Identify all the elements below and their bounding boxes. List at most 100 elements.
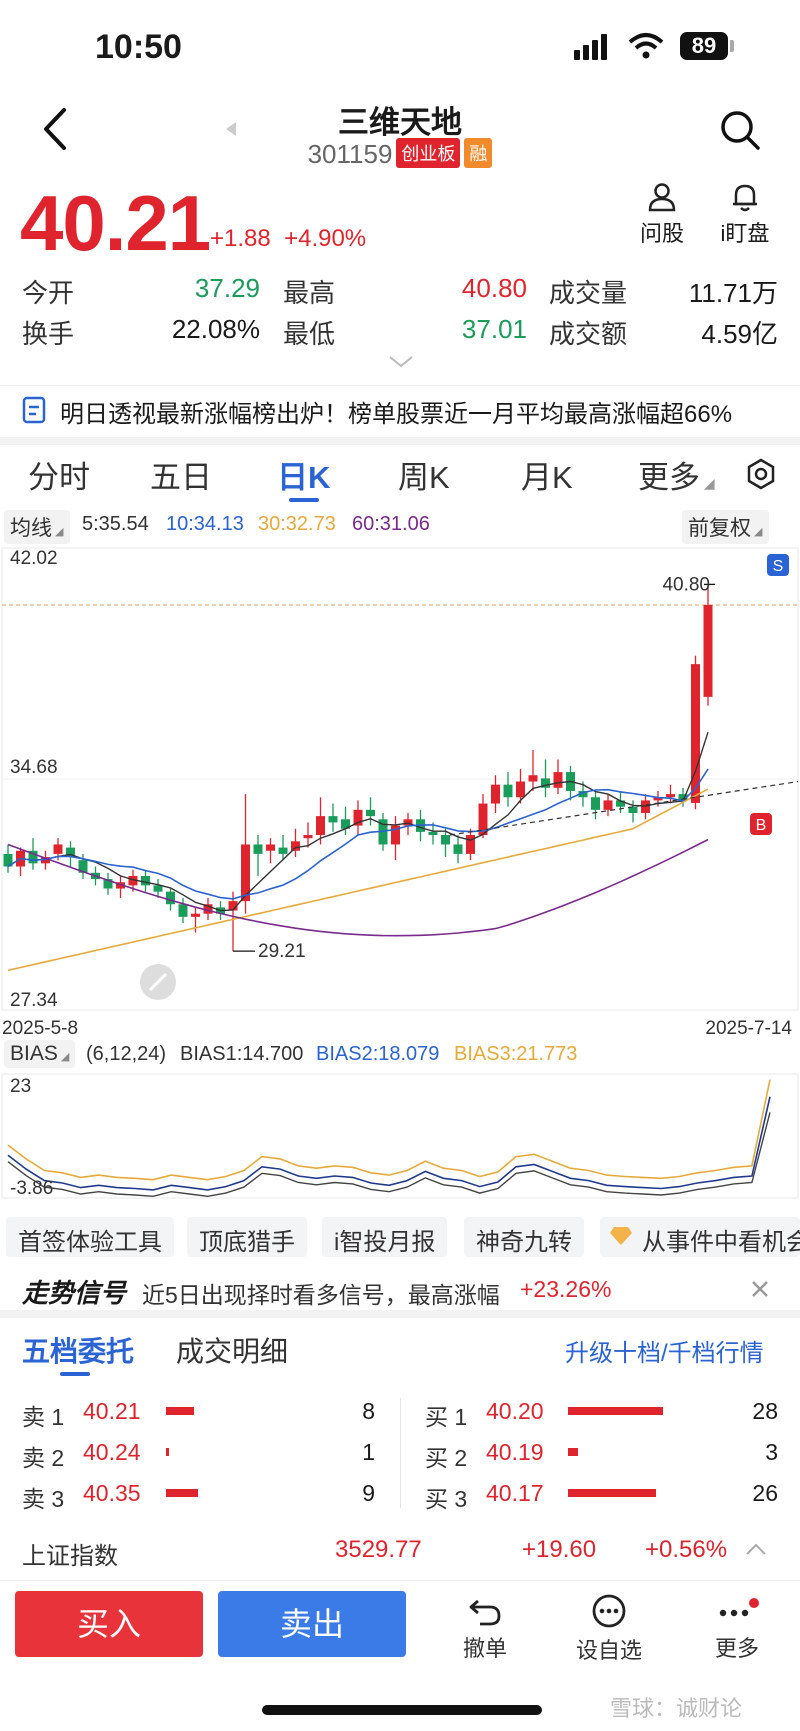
bid-price: 40.20 — [486, 1398, 544, 1424]
buy-signal-badge — [750, 812, 772, 835]
tab-five-day[interactable]: 五日 — [150, 460, 212, 495]
search-icon[interactable] — [718, 108, 762, 152]
ma5-line — [7, 731, 709, 912]
buy-signal-label: B — [756, 817, 767, 834]
tool-monthly-report[interactable]: i智投月报 — [322, 1217, 448, 1257]
tool-first-sign[interactable]: 首签体验工具 — [6, 1217, 174, 1257]
settings-gear-icon[interactable] — [745, 458, 777, 490]
chevron-down-icon[interactable] — [388, 355, 414, 369]
tool-top-bottom-hunter[interactable]: 顶底猎手 — [187, 1217, 307, 1257]
section-divider — [0, 1310, 800, 1318]
bias3-line — [7, 1079, 771, 1181]
more-button[interactable]: 更多 — [692, 1593, 782, 1663]
bid-volume-bar — [568, 1407, 663, 1415]
ma-selector[interactable]: 均线 ◢ — [4, 510, 70, 544]
ask-qty: 9 — [362, 1480, 375, 1506]
close-icon[interactable] — [750, 1279, 770, 1299]
candle-body — [178, 904, 188, 917]
ask-stock-button[interactable]: 问股 — [622, 182, 702, 248]
tab-monthly-k[interactable]: 月K — [521, 460, 573, 495]
last-price: 40.21 — [20, 179, 211, 267]
tab-intraday[interactable]: 分时 — [28, 460, 90, 495]
candle-body — [141, 875, 150, 886]
candle-body — [541, 778, 550, 788]
sell-button[interactable]: 卖出 — [218, 1591, 406, 1657]
candle-body — [628, 806, 638, 813]
candle-body — [278, 847, 288, 854]
news-text: 明日透视最新涨幅榜出炉！榜单股票近一月平均最高涨幅超66% — [60, 401, 733, 428]
low-label: 最低 — [283, 319, 336, 349]
ma60-value: 60:31.06 — [352, 513, 430, 535]
cancel-order-button[interactable]: 撤单 — [440, 1593, 530, 1663]
index-ticker[interactable]: 上证指数 3529.77 +19.60 +0.56% — [0, 1530, 800, 1570]
y-mid-label: 34.68 — [10, 757, 58, 778]
ask-label: 卖 1 — [22, 1404, 65, 1430]
y-max-label: 42.02 — [10, 548, 58, 569]
high-value: 40.80 — [461, 273, 527, 303]
candle-body — [703, 604, 713, 697]
bias-selector[interactable]: BIAS ◢ — [4, 1040, 76, 1068]
candle-body — [341, 819, 350, 829]
start-date-label: 2025-5-8 — [2, 1018, 78, 1039]
turnover-value: 22.08% — [171, 314, 260, 344]
tab-trade-details[interactable]: 成交明细 — [176, 1336, 289, 1367]
add-watchlist-button[interactable]: 设自选 — [564, 1593, 654, 1665]
diamond-icon — [610, 1227, 632, 1245]
bias-params: (6,12,24) — [86, 1043, 167, 1065]
candle-body — [253, 844, 263, 854]
prev-stock-arrow-icon[interactable] — [224, 120, 238, 138]
y-min-label: 27.34 — [10, 990, 58, 1011]
tool-event-opportunity[interactable]: 从事件中看机会 — [600, 1217, 800, 1257]
orderbook-divider — [400, 1398, 401, 1508]
upgrade-level-link[interactable]: 升级十档/千档行情 — [565, 1340, 764, 1367]
candle-body — [616, 800, 625, 807]
candle-body — [78, 860, 88, 873]
candle-body — [478, 803, 488, 836]
candle-body — [653, 797, 663, 801]
index-pct: +0.56% — [645, 1536, 728, 1563]
signal-icon — [574, 34, 607, 60]
adjust-selector[interactable]: 前复权 ◢ — [682, 510, 769, 544]
tab-weekly-k[interactable]: 周K — [398, 460, 450, 495]
bias-y-max-label: 23 — [10, 1076, 31, 1097]
ask-qty: 8 — [362, 1398, 375, 1424]
ask-volume-bar — [166, 1407, 194, 1415]
chevron-up-icon[interactable] — [745, 1542, 767, 1556]
candle-body — [678, 794, 688, 801]
amount-label: 成交额 — [549, 319, 628, 349]
candle-body — [3, 853, 13, 867]
trend-signal-bar[interactable]: 走势信号 近5日出现择时看多信号，最高涨幅 +23.26% — [0, 1265, 800, 1315]
buy-button[interactable]: 买入 — [15, 1591, 203, 1657]
candle-body — [528, 775, 538, 782]
candle-body — [103, 879, 113, 889]
volume-value: 11.71万 — [688, 278, 778, 308]
candlestick-chart[interactable]: 42.02 34.68 27.34 2025-5-8 2025-7-14 40.80 29.… — [0, 540, 800, 1040]
candle-body — [241, 844, 250, 902]
board-tag: 创业板 — [396, 138, 461, 168]
tab-five-level-orders[interactable]: 五档委托 — [22, 1336, 135, 1367]
tab-more[interactable]: 更多 ◢ — [638, 460, 715, 495]
tab-daily-k[interactable]: 日K — [277, 460, 331, 495]
tool-magic-nine[interactable]: 神奇九转 — [464, 1217, 584, 1257]
low-marker-label: 29.21 — [258, 941, 306, 962]
candle-body — [153, 885, 163, 892]
bid-label: 买 3 — [425, 1486, 468, 1512]
ask-price: 40.21 — [83, 1398, 141, 1424]
bias-chart[interactable]: 23 -3.86 — [0, 1070, 800, 1210]
watch-button[interactable]: i盯盘 — [705, 182, 785, 248]
news-banner[interactable]: 明日透视最新涨幅榜出炉！榜单股票近一月平均最高涨幅超66% — [0, 385, 800, 435]
watermark: 雪球：诚财论 — [610, 1696, 743, 1721]
index-change: +19.60 — [522, 1536, 597, 1563]
candle-body — [591, 797, 600, 810]
ask-volume-bar — [166, 1448, 169, 1456]
signal-text: 近5日出现择时看多信号，最高涨幅 — [142, 1282, 500, 1308]
candle-body — [228, 901, 238, 911]
bias1-line — [7, 1112, 771, 1198]
back-arrow-icon[interactable] — [36, 104, 76, 154]
bell-icon — [733, 184, 757, 212]
ask-price: 40.35 — [83, 1480, 141, 1506]
undo-icon — [469, 1599, 501, 1626]
candle-body — [466, 835, 475, 854]
bias-y-min-label: -3.86 — [10, 1178, 53, 1199]
battery-icon: 89 — [680, 32, 728, 60]
